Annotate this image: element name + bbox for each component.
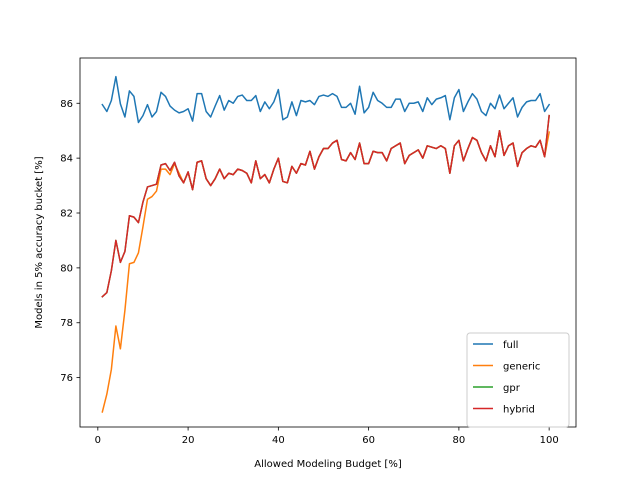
legend-label-gpr: gpr (503, 383, 521, 394)
x-tick-label: 60 (362, 435, 375, 446)
series-layer (101, 75, 551, 413)
y-tick-label: 78 (60, 318, 73, 329)
x-tick-label: 20 (182, 435, 195, 446)
x-tick-label: 100 (540, 435, 559, 446)
y-tick-label: 76 (60, 373, 73, 384)
y-axis: 76 78 80 82 84 86 (60, 99, 80, 384)
x-tick-label: 0 (95, 435, 101, 446)
legend-label-hybrid: hybrid (503, 405, 535, 416)
y-tick-label: 82 (60, 209, 73, 220)
legend-label-generic: generic (503, 362, 540, 373)
plot-frame (79, 57, 577, 428)
legend-label-full: full (503, 340, 518, 351)
x-axis: 0 20 40 60 80 100 (95, 427, 559, 446)
series-line-full (101, 75, 551, 124)
legend: full generic gpr hybrid (466, 332, 570, 428)
x-tick-label: 40 (272, 435, 285, 446)
y-tick-label: 84 (60, 154, 73, 165)
y-tick-label: 86 (60, 99, 73, 110)
y-tick-label: 80 (60, 263, 73, 274)
x-tick-label: 80 (453, 435, 466, 446)
legend-box (466, 332, 570, 428)
x-axis-label: Allowed Modeling Budget [%] (254, 459, 402, 470)
series-line-hybrid (101, 114, 550, 298)
y-axis-label: Models in 5% accuracy bucket [%] (34, 156, 45, 328)
